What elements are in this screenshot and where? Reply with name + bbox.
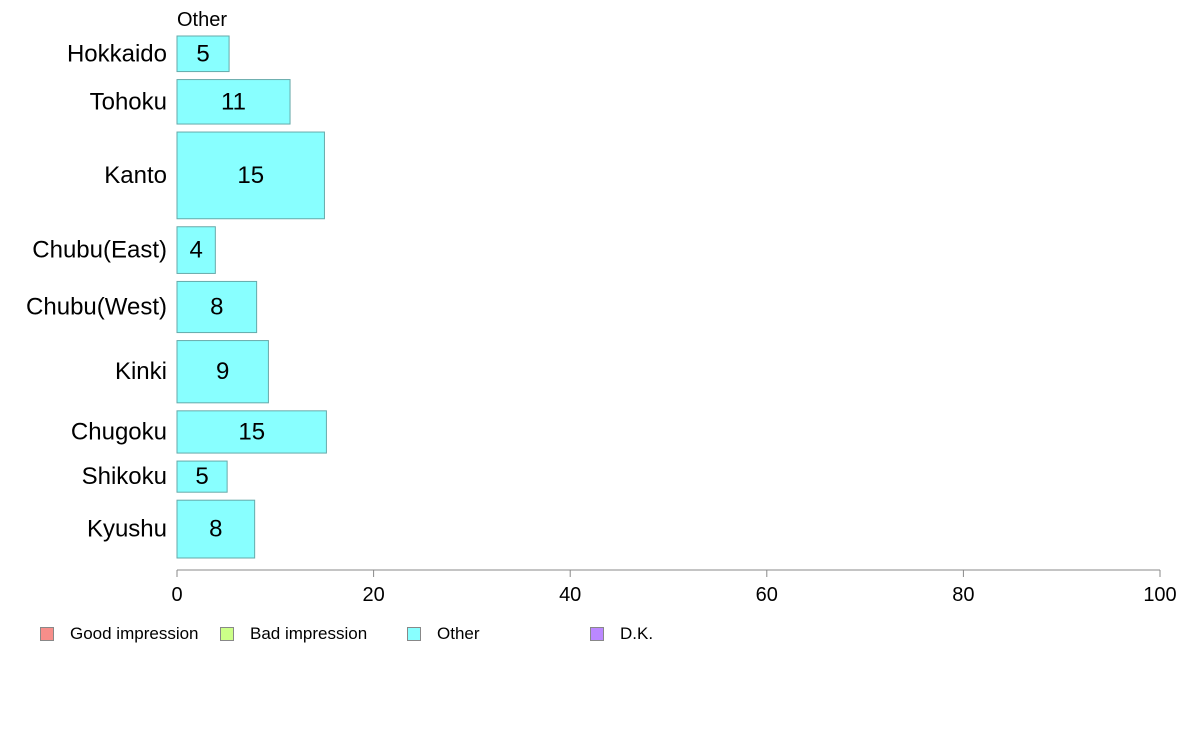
x-tick-label: 60	[756, 584, 778, 606]
legend-label: Other	[437, 624, 480, 643]
x-tick-label: 80	[952, 584, 974, 606]
legend-label: D.K.	[620, 624, 654, 643]
x-tick-label: 40	[559, 584, 581, 606]
legend-item: Other	[407, 624, 480, 644]
bar-value-label: 11	[221, 88, 246, 115]
category-label: Hokkaido	[67, 40, 167, 67]
bar-value-label: 9	[216, 358, 229, 385]
bar-value-label: 8	[210, 294, 223, 321]
bar-7	[176, 460, 228, 493]
legend-swatch	[40, 627, 54, 641]
bar-0	[176, 35, 230, 73]
category-label: Kinki	[115, 358, 167, 385]
legend-item: D.K.	[590, 624, 653, 644]
category-label: Kanto	[104, 162, 167, 189]
bar-4	[176, 280, 258, 334]
x-tick-label: 20	[362, 584, 384, 606]
bar-6	[176, 410, 327, 454]
x-tick-label: 0	[171, 584, 182, 606]
bars-group: 5 Hokkaido 11 Tohoku 15 Kanto 4 Chubu(East) 8 Chu…	[26, 35, 327, 559]
bar-2	[176, 131, 325, 220]
category-label: Chubu(West)	[26, 294, 167, 321]
legend-label: Bad impression	[250, 624, 368, 643]
bar-value-label: 15	[237, 162, 264, 189]
bar-value-label: 15	[238, 418, 265, 445]
bar-value-label: 5	[195, 463, 208, 490]
legend-swatch	[220, 627, 234, 641]
legend-label: Good impression	[70, 624, 199, 643]
bar-5	[176, 340, 269, 404]
category-label: Tohoku	[90, 88, 167, 115]
bar-3	[176, 226, 216, 274]
category-label: Shikoku	[82, 463, 167, 490]
bar-value-label: 4	[189, 237, 202, 264]
bar-value-label: 8	[209, 516, 222, 543]
category-label: Chubu(East)	[32, 237, 167, 264]
legend-item: Good impression	[40, 624, 199, 644]
legend-swatch	[407, 627, 421, 641]
bar-1	[176, 79, 291, 125]
bar-8	[176, 499, 256, 559]
x-tick-label: 100	[1143, 584, 1176, 606]
series-title: Other	[177, 9, 227, 31]
legend-item: Bad impression	[220, 624, 367, 644]
x-axis: 0 20 40 60 80 100	[171, 569, 1177, 606]
category-label: Chugoku	[71, 418, 167, 445]
bar-value-label: 5	[196, 40, 209, 67]
legend-swatch	[590, 627, 604, 641]
category-label: Kyushu	[87, 516, 167, 543]
